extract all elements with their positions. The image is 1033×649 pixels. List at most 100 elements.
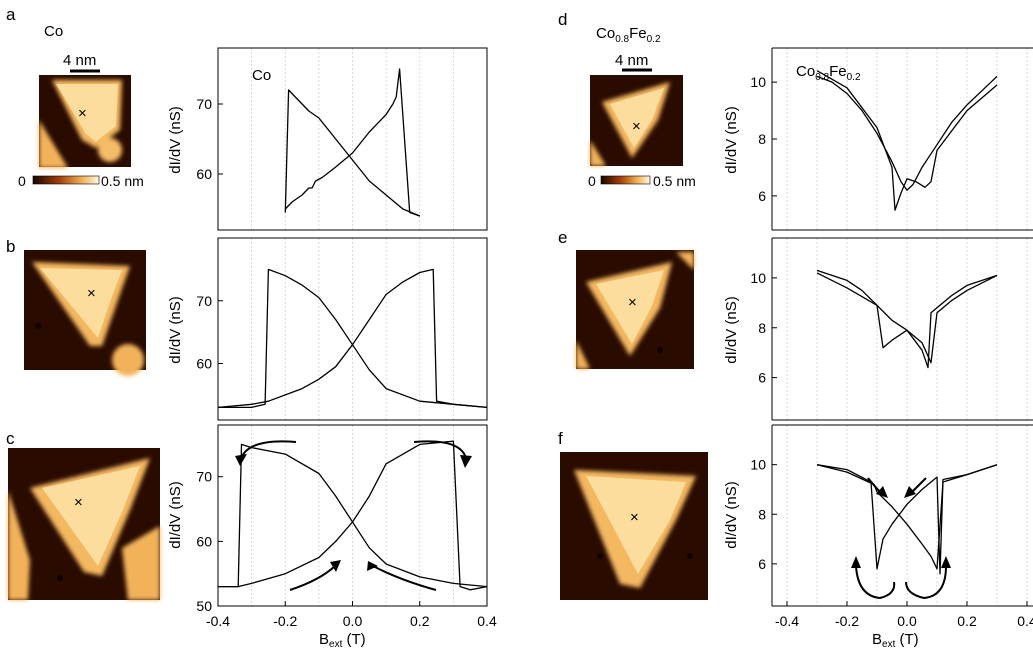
stm-image-d (590, 75, 683, 166)
series-line-a-1 (284, 89, 421, 217)
xlabel-left-b: B (319, 631, 329, 648)
series-line-e-1 (816, 272, 998, 369)
stm-image-e (576, 250, 694, 369)
xlabel-right-sub: ext (882, 639, 896, 649)
yticks-f: 6 8 10 (750, 457, 777, 572)
tip-marker-b: × (87, 285, 96, 302)
material-d-co-sub: 0.8 (615, 34, 629, 45)
scalebar-label-d: 4 nm (615, 52, 648, 69)
ylabel-f: dI/dV (nS) (723, 481, 740, 549)
gridlines-e (786, 238, 1028, 420)
ytick-label-e: 10 (750, 270, 766, 286)
xtick-label-f: 0.2 (957, 613, 977, 629)
gridlines-b (251, 238, 454, 420)
plot-b: 60 70 dI/dV (nS) (167, 237, 488, 421)
gridlines-c (251, 425, 454, 606)
ytick-label-e: 8 (758, 320, 766, 336)
xtick-label-c: 0.0 (343, 613, 363, 629)
yticks-a: 60 70 (196, 96, 223, 182)
ytick-label-d: 6 (758, 188, 766, 204)
ytick-label-f: 6 (758, 556, 766, 572)
series-lines-a (284, 68, 421, 217)
material-d-fe-sub: 0.2 (647, 34, 661, 45)
stm-image-a (39, 75, 131, 168)
ytick-label-b: 70 (196, 293, 212, 309)
xticks-c: -0.4 -0.2 0.0 0.2 0.4 (206, 601, 497, 629)
ytick-label-c: 50 (196, 598, 212, 614)
plot-title-a: Co (252, 67, 271, 84)
colorbar-max-a: 0.5 nm (101, 173, 144, 189)
ylabel-c: dI/dV (nS) (167, 481, 184, 549)
series-lines-e (816, 269, 998, 369)
plot-c: 50 60 70 -0.4 -0.2 0.0 0.2 0.4 dI/dV (nS) (167, 424, 497, 629)
plot-d: 6 8 10 Co0.8Fe0.2 dI/dV (nS) (723, 47, 1033, 231)
series-line-b-1 (218, 268, 488, 409)
panel-letter-b: b (6, 237, 15, 256)
xtick-label-c: -0.2 (273, 613, 297, 629)
panel-letter-c: c (6, 429, 15, 448)
series-lines-c (218, 440, 488, 591)
colorbar-max-d: 0.5 nm (653, 173, 696, 189)
ytick-label-c: 70 (196, 469, 212, 485)
tip-marker-e: × (628, 294, 637, 311)
ylabel-d: dI/dV (nS) (723, 106, 740, 174)
series-lines-d (816, 70, 998, 211)
xlabel-left-unit: (T) (342, 631, 365, 648)
plot-title-d-co-sub: 0.8 (815, 72, 829, 83)
ytick-label-c: 60 (196, 533, 212, 549)
ylabel-b: dI/dV (nS) (167, 296, 184, 364)
xticks-f: -0.4 -0.2 0.0 0.2 0.4 (775, 601, 1033, 629)
stm-image-f (560, 452, 708, 600)
series-lines-f (816, 464, 998, 575)
sweep-arrowheads-c (235, 454, 472, 572)
material-d-co: Co (596, 25, 615, 42)
ytick-label-d: 10 (750, 74, 766, 90)
series-line-b-0 (217, 268, 488, 409)
panel-letter-a: a (6, 5, 16, 24)
ytick-label-f: 8 (758, 506, 766, 522)
xtick-label-f: -0.4 (775, 613, 799, 629)
plot-title-d-fe-sub: 0.2 (847, 72, 861, 83)
stm-image-b (24, 250, 146, 376)
yticks-c: 50 60 70 (196, 469, 223, 614)
plot-title-d-co: Co (796, 63, 815, 80)
tip-marker-f: × (630, 509, 639, 526)
ylabel-c-text: dI/dV (nS) (167, 481, 184, 549)
sweep-arrows-f (855, 477, 947, 600)
material-d-fe: Fe (629, 25, 647, 42)
xlabel-right-unit: (T) (895, 631, 918, 648)
gridlines-a (251, 48, 454, 230)
colorbar-d (600, 175, 651, 185)
xtick-label-c: 0.2 (410, 613, 430, 629)
tip-marker-c: × (74, 494, 83, 511)
colorbar-a (32, 175, 100, 185)
panel-letter-d: d (558, 10, 567, 29)
plot-title-d: Co0.8Fe0.2 (796, 63, 861, 83)
colorbar-min-a: 0 (18, 173, 26, 189)
series-line-a-0 (284, 68, 421, 217)
plot-title-d-fe: Fe (829, 63, 847, 80)
series-line-c-0 (218, 440, 488, 591)
colorbar-min-d: 0 (588, 173, 596, 189)
ylabel-e: dI/dV (nS) (723, 296, 740, 364)
tip-marker-d: × (632, 118, 641, 135)
panel-letter-e: e (558, 228, 567, 247)
xlabel-left: Bext (T) (319, 631, 366, 649)
yticks-d: 6 8 10 (750, 74, 777, 204)
series-line-d-0 (816, 75, 998, 191)
yticks-e: 6 8 10 (750, 270, 777, 386)
xtick-label-c: -0.4 (206, 613, 230, 629)
sweep-arrowheads-f (851, 486, 951, 568)
ytick-label-f: 10 (750, 457, 766, 473)
panel-letter-f: f (558, 429, 563, 448)
plot-f: 6 8 10 -0.4 -0.2 0.0 0.2 0.4 dI/dV (nS) (723, 424, 1033, 629)
xtick-label-c: 0.4 (477, 613, 497, 629)
ytick-label-d: 8 (758, 131, 766, 147)
series-line-d-1 (816, 70, 998, 211)
material-label-a: Co (44, 23, 63, 40)
scalebar-label-a: 4 nm (63, 52, 96, 69)
sweep-arrows-c (240, 440, 467, 591)
ytick-label-a: 60 (196, 166, 212, 182)
yticks-b: 60 70 (196, 293, 223, 372)
